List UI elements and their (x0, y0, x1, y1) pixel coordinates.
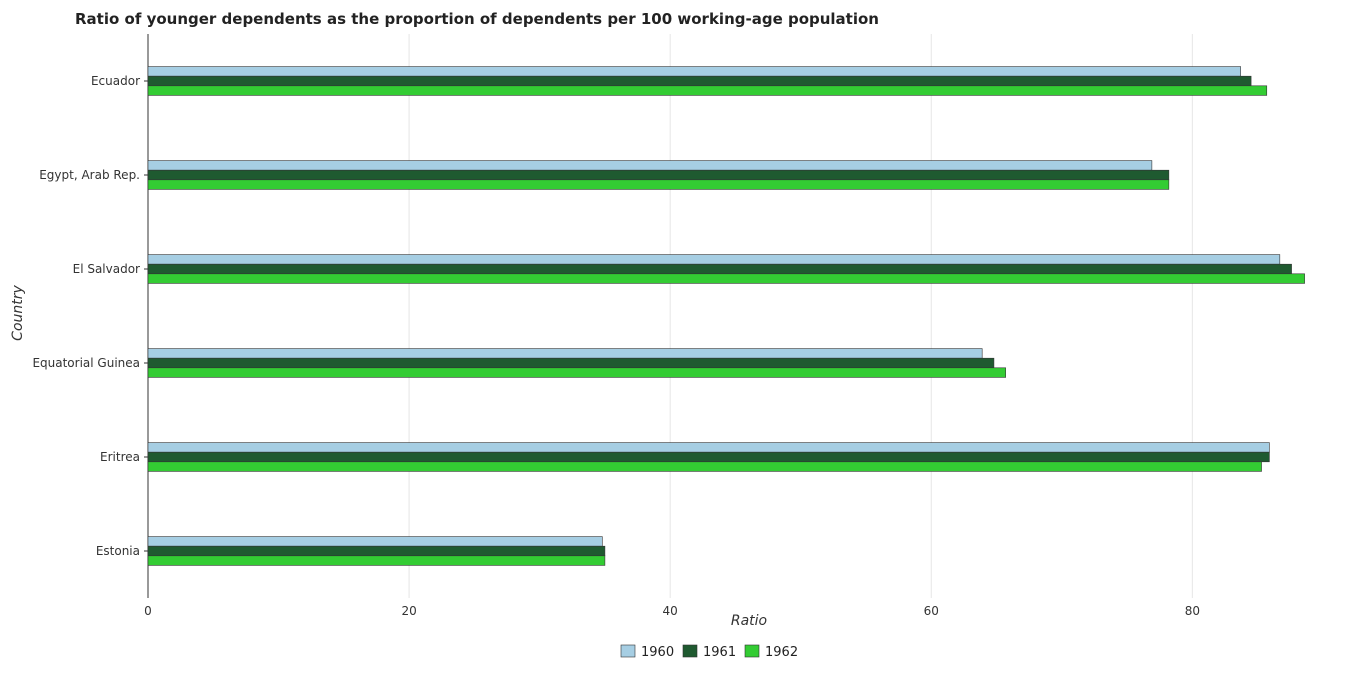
y-tick-label: Equatorial Guinea (32, 356, 140, 370)
bar-1961-el-salvador (147, 263, 1292, 275)
x-tick-label: 60 (924, 604, 939, 618)
bar-1962-ecuador (147, 85, 1268, 96)
legend-label-1961: 1961 (703, 645, 736, 660)
y-tick-label: Ecuador (91, 74, 140, 88)
bar-1961-eritrea (147, 451, 1270, 463)
y-tick-label: Egypt, Arab Rep. (39, 168, 140, 182)
bar-1961-estonia (147, 545, 606, 557)
y-axis-label: Country (10, 284, 26, 340)
legend-label-1962: 1962 (765, 645, 798, 660)
legend-swatch-1961 (682, 644, 698, 658)
x-tick-label: 80 (1185, 604, 1200, 618)
y-tick-label: Eritrea (100, 450, 140, 464)
bar-1960-el-salvador (147, 254, 1281, 265)
y-tick-label: Estonia (96, 544, 140, 558)
bar-1961-equatorial-guinea (147, 357, 995, 369)
bar-1961-egypt-arab-rep- (147, 169, 1170, 181)
x-tick-label: 20 (401, 604, 416, 618)
bar-1960-equatorial-guinea (147, 348, 983, 359)
bar-1960-egypt-arab-rep- (147, 160, 1153, 171)
x-tick-labels: 0 20 40 60 80 (144, 604, 1200, 618)
chart-title: Ratio of younger dependents as the propo… (75, 10, 879, 28)
x-tick-label: 40 (663, 604, 678, 618)
bar-1962-egypt-arab-rep- (147, 179, 1170, 190)
legend: 1960 1961 1962 (620, 644, 798, 660)
x-tick-label: 0 (144, 604, 152, 618)
x-axis-label: Ratio (731, 613, 767, 629)
bar-1962-equatorial-guinea (147, 367, 1006, 378)
bar-1962-estonia (147, 555, 606, 566)
grid-lines (147, 34, 1193, 598)
bar-1960-eritrea (147, 442, 1270, 453)
legend-swatch-1962 (744, 644, 760, 658)
y-tick-label: El Salvador (73, 262, 140, 276)
legend-swatch-1960 (620, 644, 636, 658)
bar-1961-ecuador (147, 75, 1252, 87)
bars (147, 66, 1305, 566)
bar-1962-el-salvador (147, 273, 1305, 284)
bar-1962-eritrea (147, 461, 1262, 472)
y-tick-labels: Ecuador Egypt, Arab Rep. El Salvador Equato… (32, 74, 148, 558)
bar-1960-ecuador (147, 66, 1241, 77)
legend-label-1960: 1960 (641, 645, 674, 660)
bar-1960-estonia (147, 536, 603, 547)
